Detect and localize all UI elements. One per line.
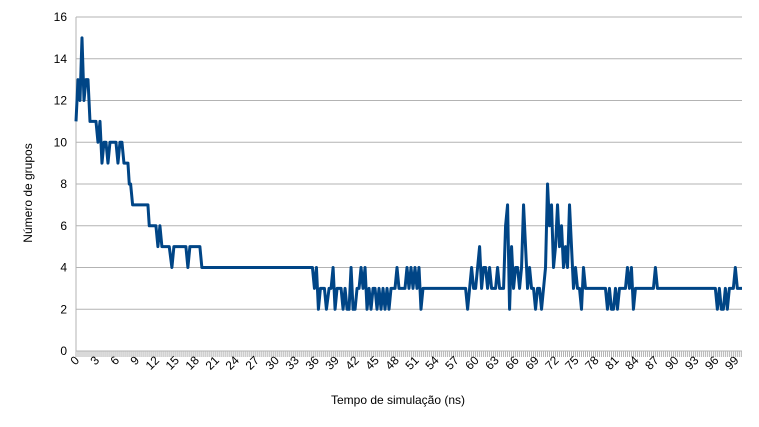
y-tick-label: 2 xyxy=(60,302,67,316)
y-tick-label: 10 xyxy=(54,135,68,149)
x-axis-title: Tempo de simulação (ns) xyxy=(331,393,465,407)
y-tick-label: 12 xyxy=(54,94,68,108)
y-tick-label: 4 xyxy=(60,261,67,275)
x-axis-ticks xyxy=(75,351,742,357)
series-line xyxy=(74,36,742,311)
y-axis-title: Número de grupos xyxy=(21,143,35,242)
y-axis-tick-labels: 0 2 4 6 8 10 12 14 16 xyxy=(54,10,68,358)
y-tick-label: 8 xyxy=(60,177,67,191)
y-tick-label: 0 xyxy=(60,344,67,358)
y-tick-label: 16 xyxy=(54,10,68,24)
y-tick-label: 14 xyxy=(54,52,68,66)
y-tick-label: 6 xyxy=(60,219,67,233)
